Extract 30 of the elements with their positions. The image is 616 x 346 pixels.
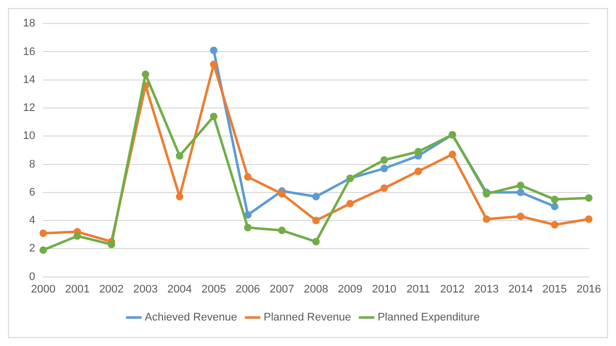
x-tick-label: 2014 — [508, 283, 533, 296]
y-tick-label: 0 — [29, 270, 36, 283]
x-tick-label: 2012 — [440, 283, 465, 296]
y-tick-label: 8 — [29, 158, 36, 170]
y-tick-label: 10 — [22, 130, 36, 142]
y-tick-label: 4 — [29, 214, 36, 227]
x-tick-label: 2010 — [372, 283, 396, 296]
x-tick-label: 2013 — [474, 283, 499, 296]
x-tick-label: 2000 — [30, 283, 56, 296]
x-tick-label: 2003 — [133, 283, 158, 296]
x-tick-label: 2006 — [236, 283, 260, 296]
x-tick-label: 2005 — [201, 283, 226, 296]
legend-label: Achieved Revenue — [144, 312, 238, 324]
legend-label: Planned Expenditure — [378, 312, 480, 324]
x-tick-label: 2007 — [270, 283, 294, 296]
x-tick-label: 2002 — [99, 283, 124, 296]
y-tick-label: 18 — [22, 18, 36, 30]
y-tick-label: 16 — [22, 46, 36, 58]
x-tick-label: 2004 — [167, 283, 192, 296]
y-tick-label: 12 — [22, 102, 36, 114]
y-tick-label: 14 — [22, 74, 36, 86]
y-tick-label: 6 — [29, 186, 36, 198]
x-tick-label: 2016 — [576, 283, 602, 296]
x-tick-label: 2009 — [338, 283, 362, 296]
x-tick-label: 2011 — [406, 283, 430, 296]
x-tick-label: 2001 — [65, 283, 90, 296]
y-tick-label: 2 — [29, 242, 36, 255]
x-tick-label: 2008 — [304, 283, 328, 296]
x-tick-label: 2015 — [542, 283, 567, 296]
legend-label: Planned Revenue — [264, 312, 352, 324]
